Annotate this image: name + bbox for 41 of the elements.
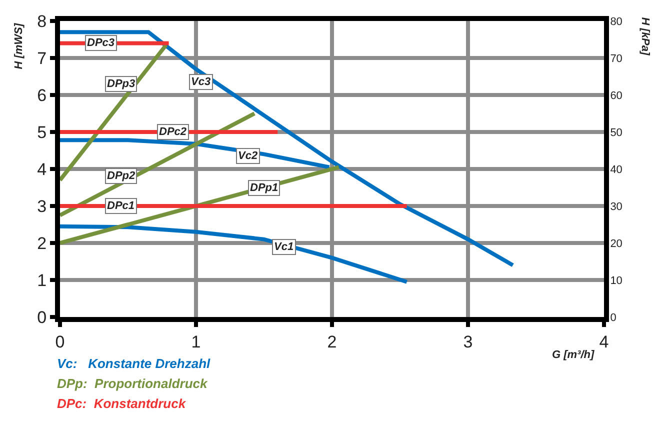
y-tick-label: 2 — [37, 234, 47, 253]
y2-tick-label: 70 — [610, 52, 622, 65]
annotation: Vc2 — [238, 150, 258, 162]
annotation: DPp1 — [250, 182, 278, 194]
y2-tick-label: 80 — [610, 16, 622, 28]
x-tick-label: 4 — [599, 332, 609, 352]
text: Vc: Konstante Drehzahl — [57, 356, 211, 371]
x-tick-label: 3 — [463, 332, 473, 352]
y-tick-label: 6 — [37, 86, 47, 105]
y2-tick-label: 10 — [610, 274, 622, 287]
annotation: DPp3 — [107, 78, 136, 90]
y2-tick-label: 50 — [610, 126, 622, 139]
line-series — [60, 30, 515, 268]
x-tick-label: 2 — [327, 332, 337, 352]
y2-tick-label: 0 — [610, 312, 616, 324]
y-tick-label: 4 — [37, 160, 47, 179]
y2-tick-label: 30 — [610, 200, 622, 213]
annotation: DPp2 — [107, 170, 136, 182]
y-tick-label: 0 — [37, 308, 47, 327]
y-axis-title: H [mWS] — [13, 23, 26, 70]
text: DPc: Konstantdruck — [57, 396, 186, 411]
annotation: Vc3 — [191, 76, 211, 88]
annotation: Vc1 — [274, 241, 294, 253]
y-tick-label: 8 — [37, 12, 47, 31]
x-tick-label: 1 — [191, 332, 201, 352]
y2-tick-label: 20 — [610, 238, 622, 250]
y-tick-label: 3 — [37, 196, 47, 216]
y-tick-label: 5 — [37, 122, 47, 142]
x-axis-title: G [m³/h] — [552, 349, 594, 361]
annotation: DPc2 — [159, 126, 187, 138]
annotation: DPc1 — [107, 200, 135, 212]
y2-axis-title: H [kPa] — [638, 17, 651, 56]
x-tick-label: 0 — [55, 332, 65, 352]
text: DPp: Proportionaldruck — [57, 376, 208, 391]
y2-tick-label: 60 — [610, 90, 622, 102]
y-tick-label: 1 — [37, 270, 47, 290]
y2-tick-label: 40 — [610, 164, 622, 176]
line-series — [60, 224, 409, 284]
annotation: DPc3 — [87, 37, 115, 49]
line-series — [60, 138, 332, 170]
y-tick-label: 7 — [37, 48, 47, 68]
